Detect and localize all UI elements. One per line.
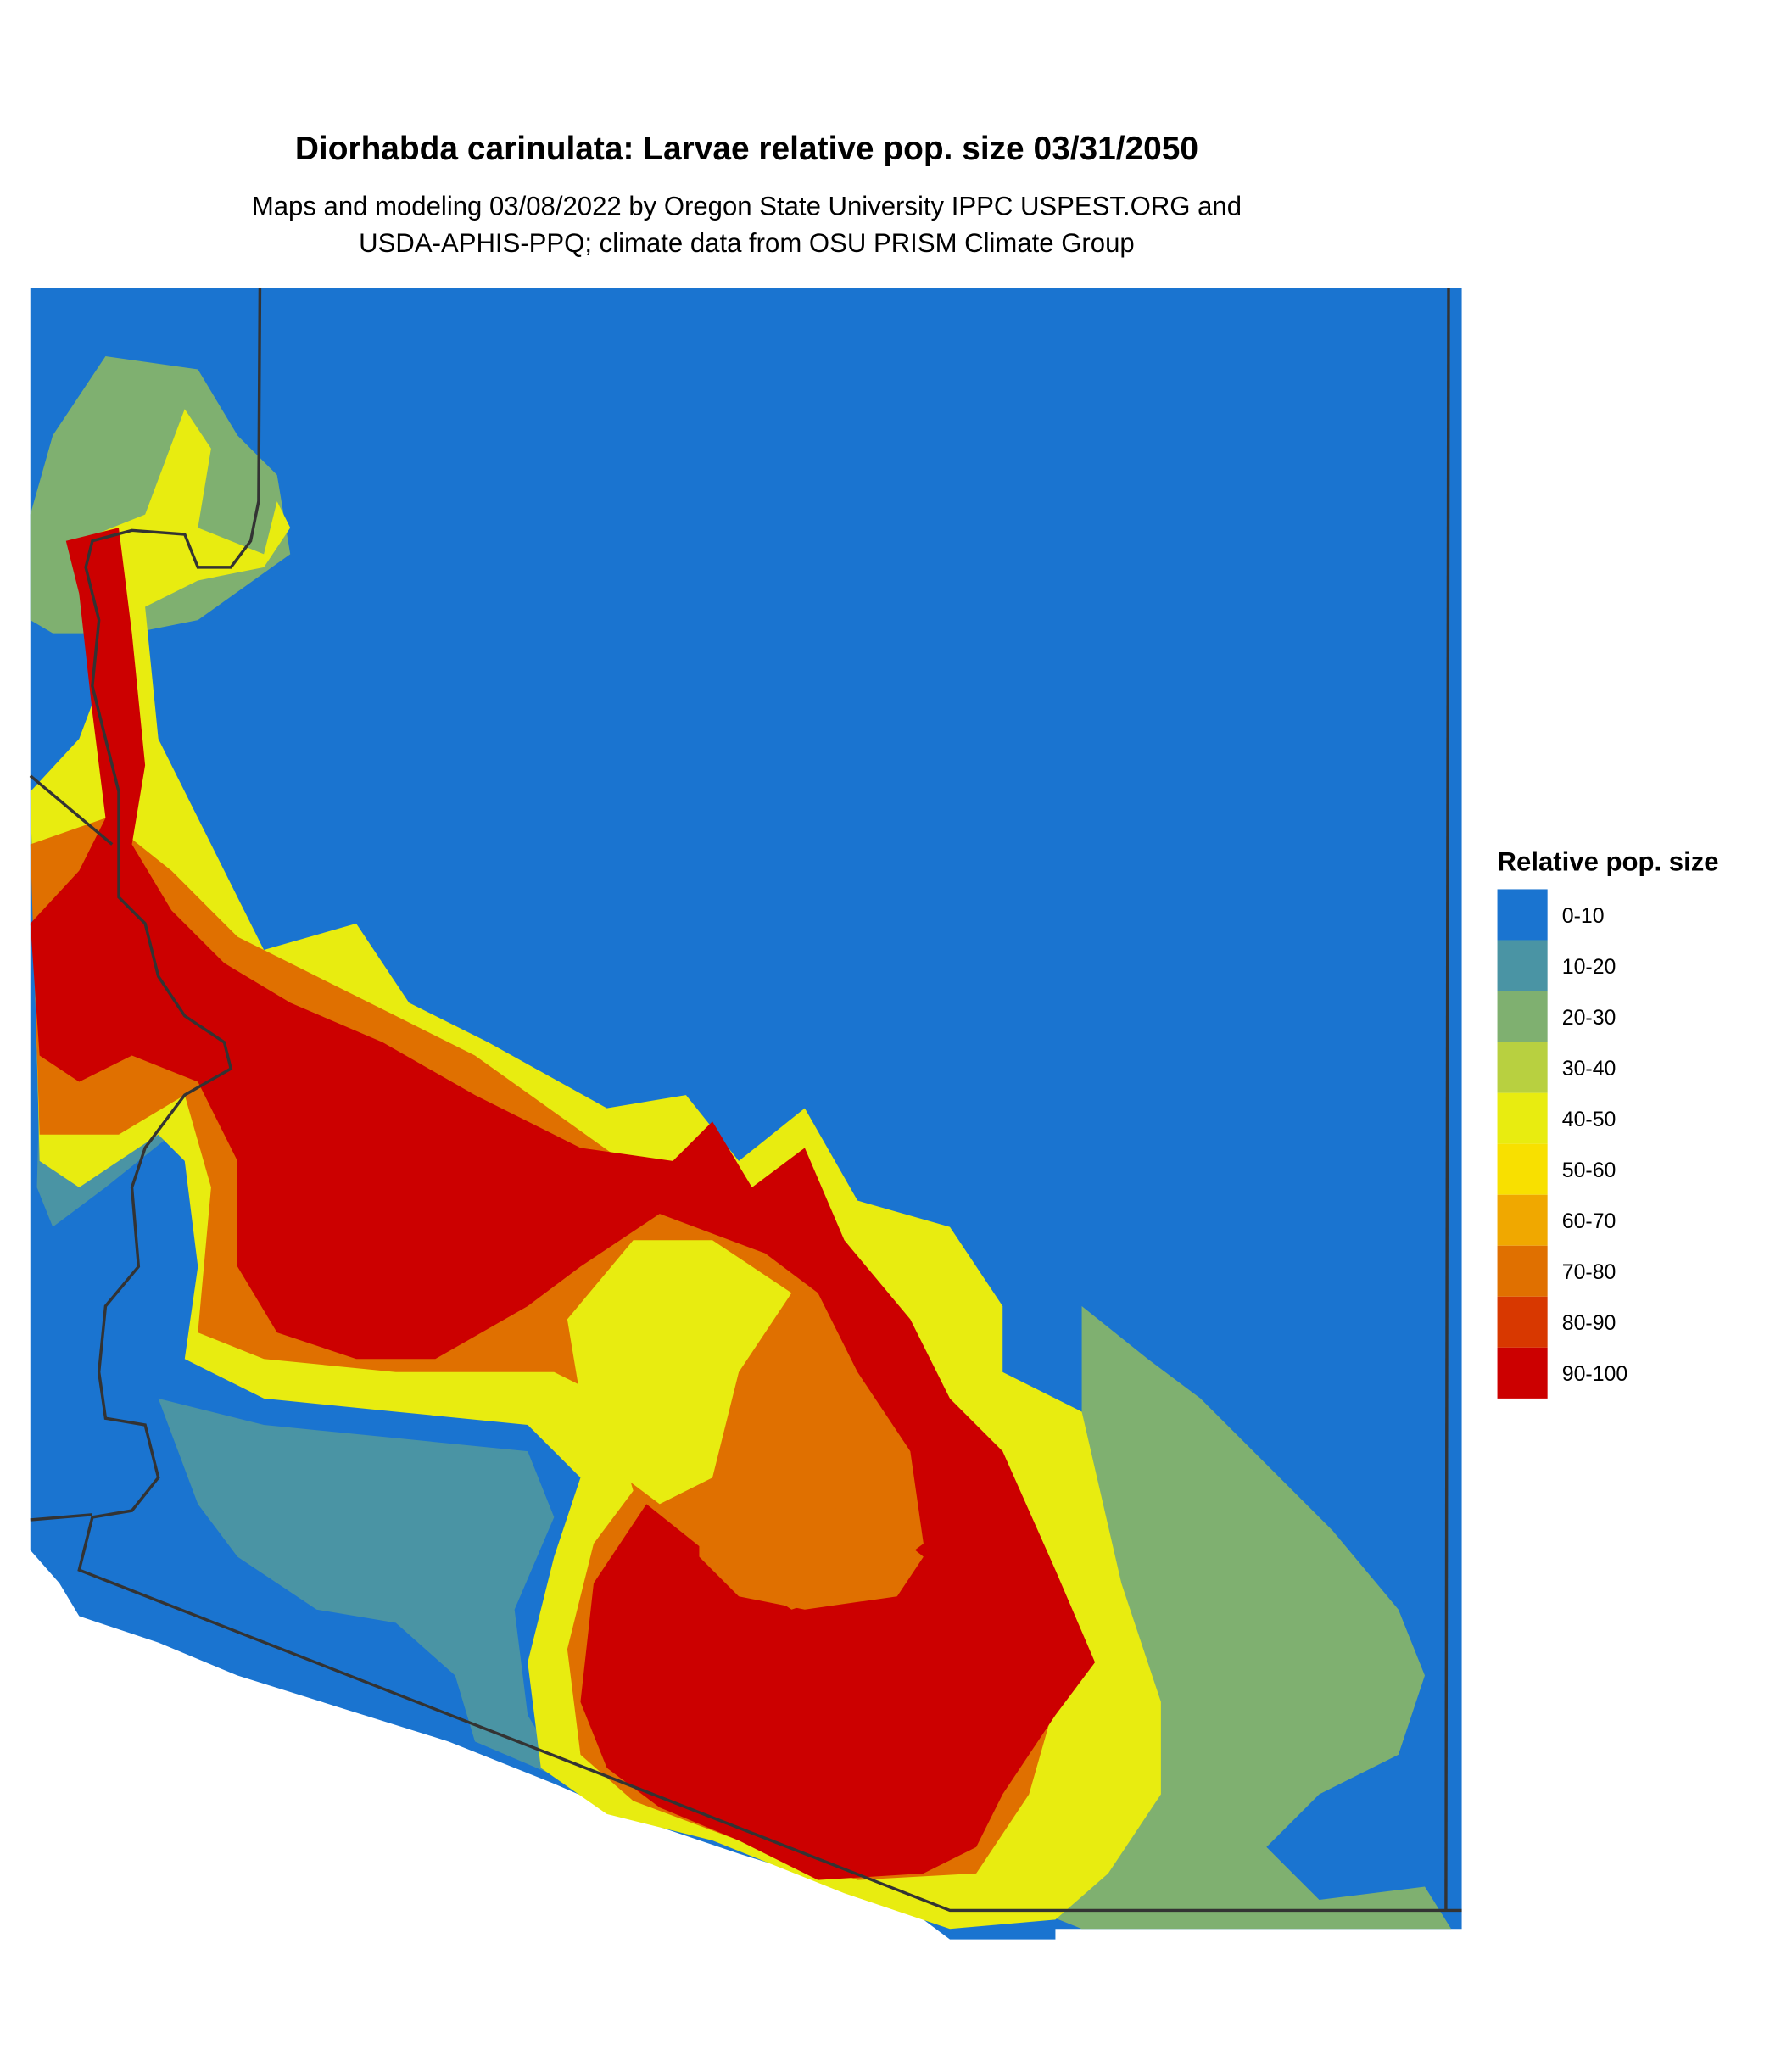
- legend-swatch: [1497, 1347, 1548, 1399]
- legend-swatch: [1497, 1092, 1548, 1144]
- map-subtitle: USDA-APHIS-PPQ; climate data from OSU PR…: [359, 228, 1135, 258]
- legend-label: 80-90: [1562, 1311, 1616, 1335]
- region-orange: [699, 1504, 924, 1610]
- region-teal: [158, 1398, 567, 1781]
- legend-swatch: [1497, 1194, 1548, 1246]
- legend-title: Relative pop. size: [1498, 847, 1719, 877]
- region-yellow: [567, 1240, 792, 1505]
- legend-swatch: [1497, 1042, 1548, 1093]
- map-title: Diorhabda carinulata: Larvae relative po…: [295, 131, 1198, 167]
- region-red: [30, 528, 1096, 1880]
- state-border: [1444, 288, 1450, 1911]
- legend-swatch: [1497, 1143, 1548, 1195]
- map-subtitle: Maps and modeling 03/08/2022 by Oregon S…: [252, 192, 1242, 221]
- legend-label: 20-30: [1562, 1006, 1616, 1030]
- legend-swatch: [1497, 889, 1548, 941]
- legend-label: 70-80: [1562, 1260, 1616, 1284]
- legend-label: 50-60: [1562, 1159, 1616, 1182]
- state-border: [30, 1513, 93, 1522]
- legend-swatch: [1497, 1245, 1548, 1297]
- legend-label: 60-70: [1562, 1209, 1616, 1233]
- map-raster: [30, 288, 1462, 1940]
- state-border: [77, 288, 1462, 1913]
- legend-label: 30-40: [1562, 1057, 1616, 1081]
- legend: 0-10 10-20 20-30 30-40 40-50 50-60 60-70 70-80 8…: [1497, 889, 1627, 1399]
- legend-swatch: [1497, 991, 1548, 1042]
- legend-label: 10-20: [1562, 955, 1616, 979]
- state-border: [29, 774, 114, 846]
- legend-label: 40-50: [1562, 1108, 1616, 1131]
- legend-label: 0-10: [1562, 904, 1605, 928]
- legend-swatch: [1497, 940, 1548, 991]
- legend-label: 90-100: [1562, 1362, 1627, 1386]
- borders: [29, 288, 1462, 1913]
- legend-swatch: [1497, 1296, 1548, 1348]
